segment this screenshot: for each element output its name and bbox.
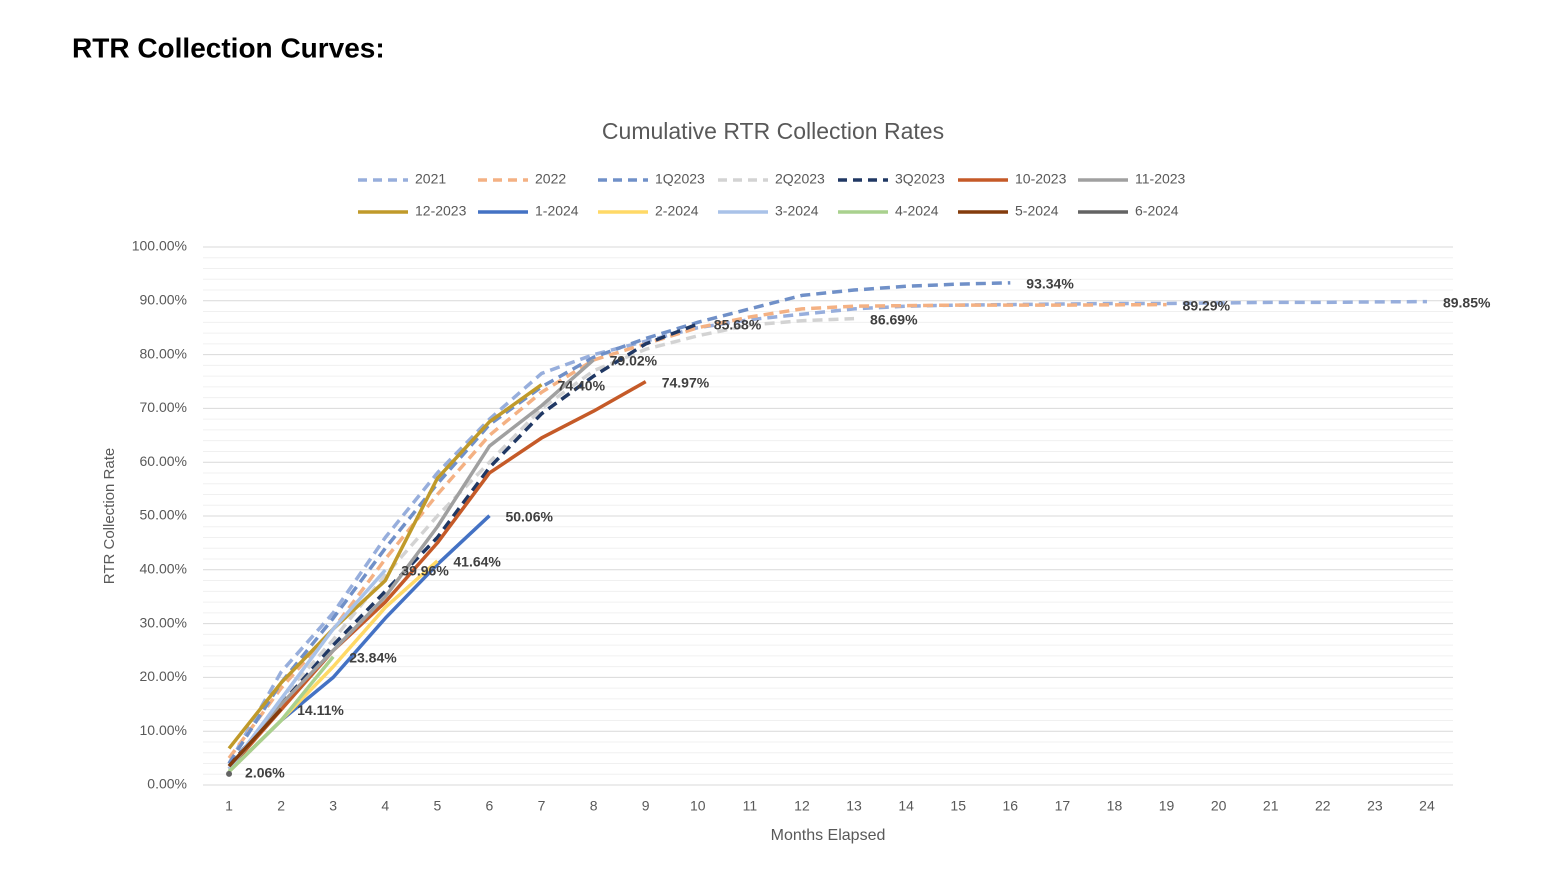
data-label: 86.69% <box>870 311 918 327</box>
legend-label: 2021 <box>415 171 446 187</box>
y-axis-label: RTR Collection Rate <box>101 448 118 584</box>
x-tick-label: 15 <box>950 798 966 814</box>
x-tick-label: 13 <box>846 798 862 814</box>
series-line <box>227 299 1427 765</box>
y-tick-label: 40.00% <box>140 561 187 577</box>
x-tick-label: 19 <box>1159 798 1175 814</box>
x-tick-label: 17 <box>1055 798 1071 814</box>
y-tick-label: 10.00% <box>140 722 187 738</box>
data-label: 2.06% <box>245 765 285 781</box>
x-tick-label: 10 <box>690 798 706 814</box>
y-tick-label: 60.00% <box>140 453 187 469</box>
x-tick-label: 3 <box>329 798 337 814</box>
x-tick-label: 20 <box>1211 798 1227 814</box>
x-tick-label: 7 <box>538 798 546 814</box>
x-tick-label: 21 <box>1263 798 1279 814</box>
x-tick-label: 11 <box>743 798 758 814</box>
series-point <box>226 770 233 777</box>
data-label: 39.96% <box>401 563 449 579</box>
x-tick-label: 8 <box>590 798 598 814</box>
series-line <box>227 707 283 768</box>
data-label: 89.85% <box>1443 294 1491 310</box>
y-tick-label: 20.00% <box>140 668 187 684</box>
x-tick-label: 12 <box>794 798 810 814</box>
data-label: 93.34% <box>1026 276 1074 292</box>
series-line <box>227 302 1167 760</box>
series-line <box>227 380 647 771</box>
legend-label: 1Q2023 <box>655 171 705 187</box>
x-tick-label: 6 <box>486 798 494 814</box>
x-tick-label: 24 <box>1419 798 1435 814</box>
legend-label: 5-2024 <box>1015 203 1059 219</box>
x-tick-label: 2 <box>277 798 285 814</box>
heading: RTR Collection Curves: <box>72 32 385 63</box>
data-label: 14.11% <box>297 702 344 718</box>
y-tick-label: 100.00% <box>132 238 187 254</box>
legend-label: 4-2024 <box>895 203 939 219</box>
series-line <box>227 655 335 773</box>
legend-label: 12-2023 <box>415 203 467 219</box>
data-label: 85.68% <box>714 317 762 333</box>
series-line <box>227 358 595 770</box>
data-label: 74.97% <box>662 374 710 390</box>
x-tick-label: 18 <box>1107 798 1123 814</box>
y-tick-label: 30.00% <box>140 614 187 630</box>
y-tick-label: 90.00% <box>140 292 187 308</box>
legend-label: 3Q2023 <box>895 171 945 187</box>
x-tick-label: 4 <box>381 798 389 814</box>
x-tick-label: 1 <box>225 798 233 814</box>
data-label: 41.64% <box>453 554 501 570</box>
y-tick-label: 0.00% <box>147 776 187 792</box>
x-tick-label: 16 <box>1003 798 1019 814</box>
legend-label: 2Q2023 <box>775 171 825 187</box>
legend-label: 2-2024 <box>655 203 699 219</box>
y-tick-label: 70.00% <box>140 399 187 415</box>
x-tick-label: 22 <box>1315 798 1331 814</box>
legend-label: 11-2023 <box>1135 171 1186 187</box>
x-axis-label: Months Elapsed <box>771 827 886 844</box>
series-line <box>227 281 1011 765</box>
data-label: 79.02% <box>610 353 658 369</box>
data-label: 23.84% <box>349 649 397 665</box>
x-tick-label: 9 <box>642 798 650 814</box>
legend-label: 2022 <box>535 171 566 187</box>
series-line <box>227 568 387 770</box>
y-tick-label: 50.00% <box>140 507 187 523</box>
legend-label: 10-2023 <box>1015 171 1067 187</box>
x-tick-label: 14 <box>898 798 914 814</box>
x-tick-label: 23 <box>1367 798 1383 814</box>
chart-title: Cumulative RTR Collection Rates <box>602 118 944 144</box>
series-line <box>227 322 699 768</box>
data-label: 74.40% <box>558 377 606 393</box>
x-tick-label: 5 <box>433 798 441 814</box>
legend-label: 3-2024 <box>775 203 819 219</box>
legend-label: 1-2024 <box>535 203 579 219</box>
legend-label: 6-2024 <box>1135 203 1179 219</box>
series-line <box>227 316 855 770</box>
y-tick-label: 80.00% <box>140 345 187 361</box>
data-label: 50.06% <box>505 508 553 524</box>
data-label: 89.29% <box>1183 297 1231 313</box>
series-line <box>227 383 543 750</box>
